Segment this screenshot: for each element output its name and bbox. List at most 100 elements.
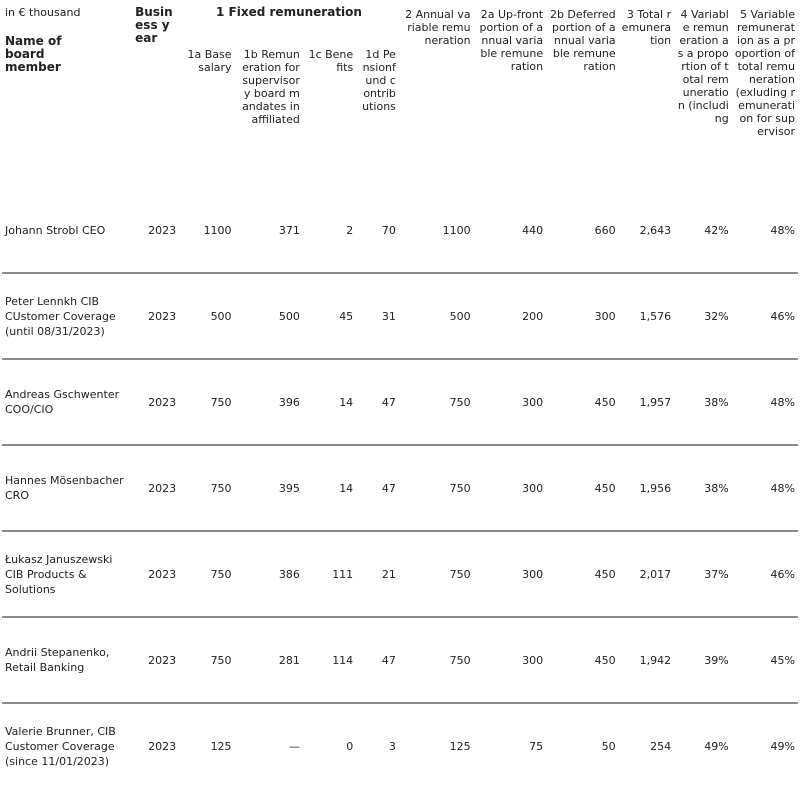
business-year: 2023 (132, 530, 180, 617)
cell-value: 38% (674, 444, 732, 531)
cell-value: 45 (302, 272, 357, 359)
cell-value: 500 (234, 272, 303, 359)
cell-value: 50 (546, 702, 619, 788)
table-row: Andreas Gschwenter COO/CIO 2023 750 396 14 47… (2, 358, 798, 445)
cell-value: 500 (179, 272, 235, 359)
cell-value: 1,576 (618, 272, 675, 359)
cell-value: 750 (398, 358, 474, 445)
cell-value: 125 (398, 702, 474, 788)
member-name: Andreas Gschwenter COO/CIO (2, 358, 133, 445)
column-header: 2a Up-front portion of annual variable r… (479, 8, 544, 73)
cell-value: 48% (731, 444, 798, 531)
cell-value: 31 (356, 272, 399, 359)
member-name: Valerie Brunner, CIB Customer Coverage (… (2, 702, 133, 788)
cell-value: — (234, 702, 303, 788)
cell-value: 500 (398, 272, 474, 359)
cell-value: 37% (674, 530, 732, 617)
table-row: Valerie Brunner, CIB Customer Coverage (… (2, 702, 798, 788)
cell-value: 450 (546, 444, 619, 531)
table-row: Łukasz Januszewski CIB Products & Soluti… (2, 530, 798, 617)
cell-value: 125 (179, 702, 235, 788)
column-header: 1a Base salary (187, 48, 232, 74)
cell-value: 300 (473, 616, 547, 703)
cell-value: 46% (731, 272, 798, 359)
column-header: 5 Variable remuneration as a proportion … (734, 8, 795, 138)
cell-value: 396 (234, 358, 303, 445)
column-header: 1b Remuneration for supervisory board ma… (242, 48, 300, 126)
cell-value: 1,942 (618, 616, 675, 703)
cell-value: 75 (473, 702, 547, 788)
cell-value: 45% (731, 616, 798, 703)
member-name: Peter Lennkh CIB CUstomer Coverage (unti… (2, 272, 133, 359)
cell-value: 300 (546, 272, 619, 359)
table-row: Hannes Mösenbacher CRO 2023 750 395 14 47 750 3… (2, 444, 798, 531)
name-header-cell: in € thousand Name of board member (2, 0, 132, 188)
cell-value: 440 (522, 223, 544, 237)
cell-value: 750 (398, 444, 474, 531)
cell-value: 1100 (203, 223, 232, 237)
cell-value: 200 (473, 272, 547, 359)
cell-value: 300 (473, 444, 547, 531)
cell-value: 3 (356, 702, 399, 788)
cell-value: 48% (770, 223, 795, 237)
cell-value: 38% (674, 358, 732, 445)
cell-value: 42% (704, 223, 729, 237)
cell-value: 750 (179, 358, 235, 445)
cell-value: 0 (302, 702, 357, 788)
column-header: 3 Total remuneration (621, 8, 672, 47)
cell-value: 39% (674, 616, 732, 703)
column-header: 1c Benefits (308, 48, 354, 74)
cell-value: 1100 (442, 223, 471, 237)
business-year: 2023 (132, 616, 180, 703)
cell-value: 2,643 (639, 223, 672, 237)
year-header: Business year (135, 5, 173, 45)
column-header: 1d Pensionfund contributions (362, 48, 396, 113)
cell-value: 70 (381, 223, 396, 237)
unit-label: in € thousand (5, 6, 81, 19)
cell-value: 750 (398, 530, 474, 617)
cell-value: 300 (473, 358, 547, 445)
cell-value: 49% (731, 702, 798, 788)
cell-value: 47 (356, 358, 399, 445)
table-row: Johann Strobl CEO 2023 1100 371 2 70 1100 440 66… (2, 188, 798, 273)
business-year: 2023 (132, 702, 180, 788)
column-header: 2b Deferred portion of annual variable r… (549, 8, 616, 73)
cell-value: 1,957 (618, 358, 675, 445)
cell-value: 386 (234, 530, 303, 617)
member-name: Hannes Mösenbacher CRO (2, 444, 133, 531)
business-year: 2023 (132, 444, 180, 531)
member-name: Łukasz Januszewski CIB Products & Soluti… (2, 530, 133, 617)
cell-value: 750 (398, 616, 474, 703)
cell-value: 49% (674, 702, 732, 788)
name-header: Name of board member (5, 34, 62, 74)
cell-value: 371 (278, 223, 300, 237)
column-header: 4 Variable remuneration as a proportion … (677, 8, 729, 125)
table-row: Peter Lennkh CIB CUstomer Coverage (unti… (2, 272, 798, 359)
column-header: 2 Annual variable remuneration (405, 8, 471, 47)
cell-value: 14 (302, 444, 357, 531)
cell-value: 1,956 (618, 444, 675, 531)
cell-value: 21 (356, 530, 399, 617)
cell-value: 281 (234, 616, 303, 703)
cell-value: 450 (546, 358, 619, 445)
cell-value: 450 (546, 530, 619, 617)
cell-value: 254 (618, 702, 675, 788)
cell-value: 395 (234, 444, 303, 531)
cell-value: 48% (731, 358, 798, 445)
cell-value: 660 (594, 223, 616, 237)
cell-value: 114 (302, 616, 357, 703)
member-name: Andrii Stepanenko, Retail Banking (2, 616, 133, 703)
cell-value: 32% (674, 272, 732, 359)
cell-value: 750 (179, 616, 235, 703)
group-header: 1 Fixed remuneration (216, 5, 362, 19)
cell-value: 300 (473, 530, 547, 617)
cell-value: 14 (302, 358, 357, 445)
cell-value: 111 (302, 530, 357, 617)
business-year: 2023 (148, 223, 177, 237)
cell-value: 750 (179, 444, 235, 531)
cell-value: 47 (356, 444, 399, 531)
cell-value: 47 (356, 616, 399, 703)
business-year: 2023 (132, 358, 180, 445)
